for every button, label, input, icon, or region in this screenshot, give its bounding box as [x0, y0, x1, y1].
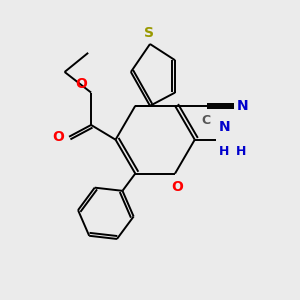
Text: N: N: [219, 120, 231, 134]
Text: H: H: [236, 145, 246, 158]
Text: C: C: [201, 114, 211, 127]
Text: O: O: [52, 130, 64, 144]
Text: N: N: [237, 99, 248, 113]
Text: O: O: [76, 77, 88, 91]
Text: O: O: [171, 180, 183, 194]
Text: S: S: [143, 26, 154, 40]
Text: H: H: [219, 145, 230, 158]
